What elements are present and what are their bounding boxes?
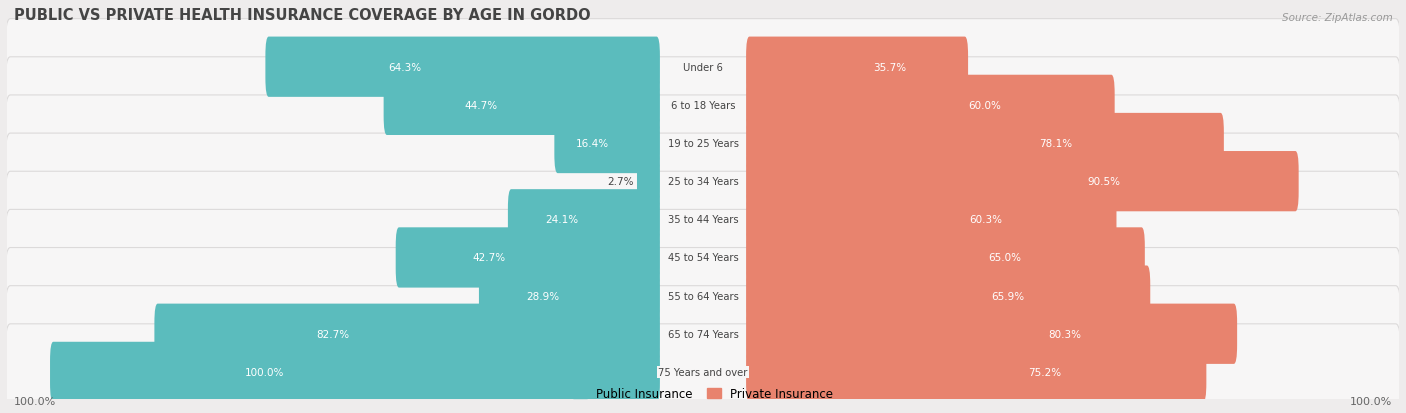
Text: 60.0%: 60.0% — [969, 101, 1001, 111]
Text: Source: ZipAtlas.com: Source: ZipAtlas.com — [1282, 13, 1392, 23]
FancyBboxPatch shape — [747, 114, 1223, 174]
Text: 44.7%: 44.7% — [465, 101, 498, 111]
Text: 80.3%: 80.3% — [1047, 329, 1081, 339]
FancyBboxPatch shape — [554, 114, 659, 174]
Text: 16.4%: 16.4% — [575, 139, 609, 149]
Text: 35 to 44 Years: 35 to 44 Years — [668, 215, 738, 225]
FancyBboxPatch shape — [6, 19, 1400, 116]
FancyBboxPatch shape — [747, 304, 1237, 364]
FancyBboxPatch shape — [747, 76, 1115, 135]
Text: Under 6: Under 6 — [683, 62, 723, 73]
FancyBboxPatch shape — [51, 342, 659, 402]
FancyBboxPatch shape — [747, 342, 1206, 402]
FancyBboxPatch shape — [747, 228, 1144, 288]
FancyBboxPatch shape — [155, 304, 659, 364]
FancyBboxPatch shape — [395, 228, 659, 288]
Text: PUBLIC VS PRIVATE HEALTH INSURANCE COVERAGE BY AGE IN GORDO: PUBLIC VS PRIVATE HEALTH INSURANCE COVER… — [14, 8, 591, 23]
Text: 90.5%: 90.5% — [1088, 177, 1121, 187]
FancyBboxPatch shape — [6, 172, 1400, 268]
Text: 45 to 54 Years: 45 to 54 Years — [668, 253, 738, 263]
FancyBboxPatch shape — [266, 38, 659, 97]
Text: 35.7%: 35.7% — [873, 62, 905, 73]
Text: 2.7%: 2.7% — [607, 177, 634, 187]
Text: 60.3%: 60.3% — [969, 215, 1002, 225]
Text: 28.9%: 28.9% — [527, 291, 560, 301]
FancyBboxPatch shape — [6, 134, 1400, 230]
Text: 75 Years and over: 75 Years and over — [658, 367, 748, 377]
Text: 65.9%: 65.9% — [991, 291, 1025, 301]
Text: 100.0%: 100.0% — [245, 367, 284, 377]
Text: 65 to 74 Years: 65 to 74 Years — [668, 329, 738, 339]
Text: 100.0%: 100.0% — [1350, 396, 1392, 406]
FancyBboxPatch shape — [747, 266, 1150, 326]
FancyBboxPatch shape — [384, 76, 659, 135]
Text: 24.1%: 24.1% — [546, 215, 579, 225]
Text: 64.3%: 64.3% — [388, 62, 420, 73]
FancyBboxPatch shape — [747, 190, 1116, 250]
Text: 55 to 64 Years: 55 to 64 Years — [668, 291, 738, 301]
FancyBboxPatch shape — [6, 58, 1400, 154]
Legend: Public Insurance, Private Insurance: Public Insurance, Private Insurance — [572, 387, 834, 400]
FancyBboxPatch shape — [508, 190, 659, 250]
FancyBboxPatch shape — [6, 286, 1400, 382]
FancyBboxPatch shape — [6, 210, 1400, 306]
Text: 19 to 25 Years: 19 to 25 Years — [668, 139, 738, 149]
Text: 75.2%: 75.2% — [1028, 367, 1062, 377]
Text: 42.7%: 42.7% — [472, 253, 506, 263]
Text: 65.0%: 65.0% — [988, 253, 1021, 263]
Text: 25 to 34 Years: 25 to 34 Years — [668, 177, 738, 187]
Text: 6 to 18 Years: 6 to 18 Years — [671, 101, 735, 111]
FancyBboxPatch shape — [747, 38, 969, 97]
FancyBboxPatch shape — [6, 324, 1400, 413]
FancyBboxPatch shape — [637, 152, 659, 212]
Text: 82.7%: 82.7% — [316, 329, 349, 339]
FancyBboxPatch shape — [747, 152, 1299, 212]
FancyBboxPatch shape — [479, 266, 659, 326]
Text: 78.1%: 78.1% — [1039, 139, 1073, 149]
FancyBboxPatch shape — [6, 248, 1400, 344]
Text: 100.0%: 100.0% — [14, 396, 56, 406]
FancyBboxPatch shape — [6, 96, 1400, 192]
